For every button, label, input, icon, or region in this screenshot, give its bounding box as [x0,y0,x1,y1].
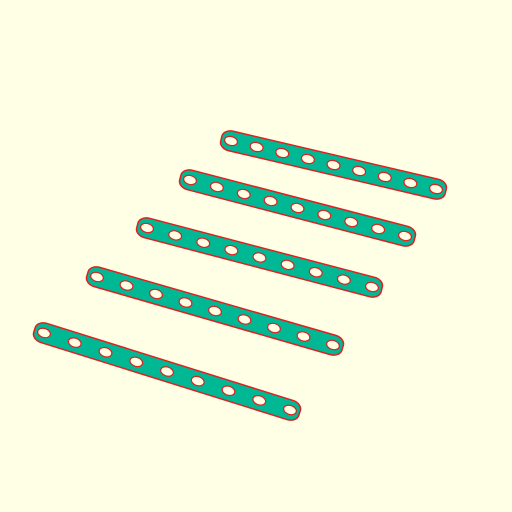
strip-hole [149,288,163,300]
strip-hole [428,183,444,195]
perforated-strip-1 [219,130,448,200]
strip-hole [275,147,290,159]
perforated-strip-2 [178,169,417,247]
strip-hole [365,281,379,293]
strip-hole [280,259,295,271]
strips-group [32,130,448,421]
strip-hole [344,216,359,228]
strip-hole [236,188,251,200]
strip-hole [296,331,311,342]
strip-hole [317,209,332,221]
strip-hole [183,174,197,186]
strip-hole [237,314,252,325]
strip-hole [90,271,104,283]
strip-hole [371,223,386,235]
strip-hole [196,237,211,249]
strip-hole [403,177,418,189]
strip-hole [160,366,174,377]
strip-hole [221,385,236,397]
strip-hole [326,159,341,171]
strip-hole [352,165,367,177]
strip-hole [377,171,392,183]
strip-hole [178,297,193,308]
strip-hole [223,135,239,147]
strip-hole [37,327,51,339]
strip-hole [308,266,323,278]
strip-hole [129,356,144,368]
strip-hole [252,395,267,406]
strip-hole [140,222,154,234]
strip-hole [336,274,351,285]
strip-hole [300,153,315,165]
strip-hole [252,252,267,263]
strip-hole [208,305,222,317]
perforated-strip-4 [85,266,345,356]
strip-hole [267,322,281,334]
strip-hole [98,346,113,358]
strip-hole [209,181,224,193]
strip-hole [290,202,305,214]
strip-hole [263,195,278,207]
strip-hole [283,404,297,416]
strip-hole [326,339,340,351]
perforated-strip-3 [135,217,384,298]
strip-hole [224,244,239,256]
strip-hole [398,230,412,242]
strip-hole [67,337,82,348]
strip-hole [249,141,264,153]
strip-hole [168,230,183,241]
strip-hole [190,375,205,387]
strip-hole [119,280,134,291]
perforated-strip-5 [32,322,302,421]
